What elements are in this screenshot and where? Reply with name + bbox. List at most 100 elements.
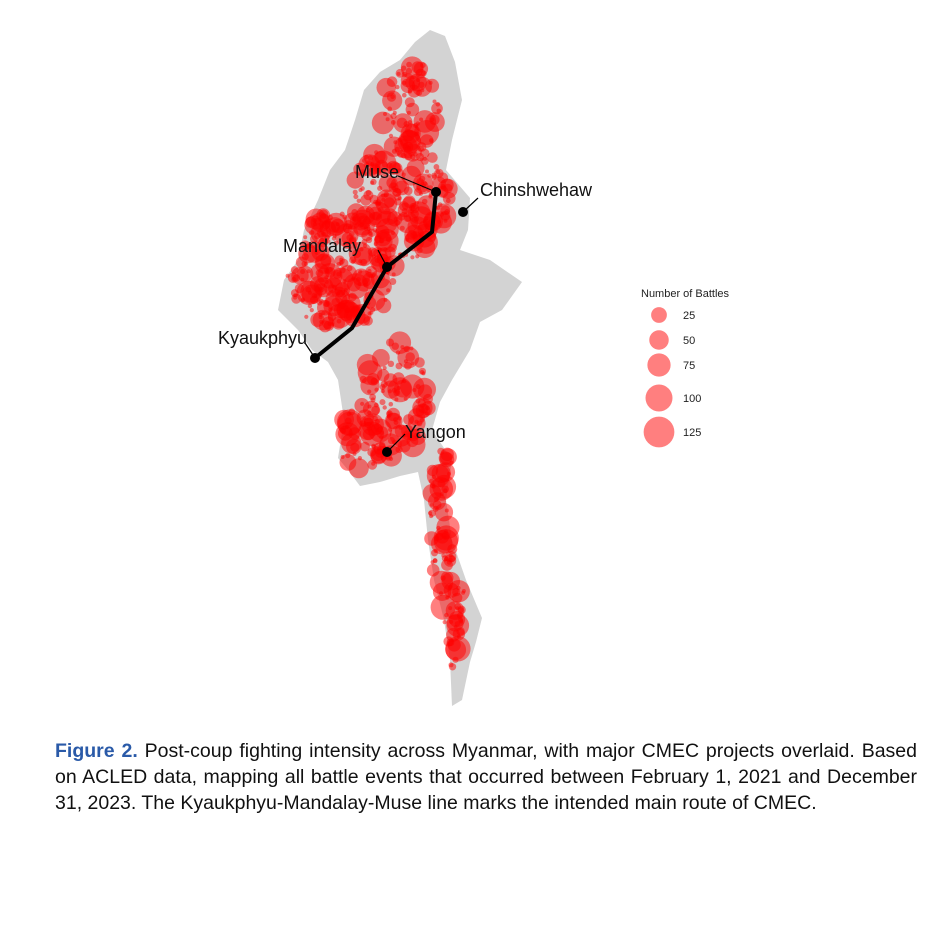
city-dots xyxy=(310,187,468,457)
battle-bubble xyxy=(307,303,313,309)
battle-bubble xyxy=(454,603,462,610)
battle-bubble xyxy=(410,255,415,260)
battle-bubble xyxy=(440,575,446,581)
battle-bubble xyxy=(353,194,359,200)
battle-bubble xyxy=(379,384,386,390)
battle-bubble xyxy=(437,447,445,455)
battle-bubble xyxy=(325,266,333,275)
battle-bubble xyxy=(293,293,298,298)
city-label: Kyaukphyu xyxy=(218,328,307,348)
battle-bubble xyxy=(372,349,390,367)
battle-bubble xyxy=(371,444,377,450)
battle-bubble xyxy=(387,437,396,445)
battle-bubble xyxy=(290,266,299,274)
battle-bubble xyxy=(321,310,326,315)
battle-bubble xyxy=(377,206,384,213)
leader xyxy=(397,175,437,193)
battle-bubble xyxy=(402,378,407,384)
battle-bubble xyxy=(383,193,388,198)
battle-bubble xyxy=(303,235,308,240)
battle-bubble xyxy=(441,553,446,558)
battle-bubble xyxy=(431,484,436,489)
battle-bubble xyxy=(309,308,314,313)
battle-bubble xyxy=(366,373,380,386)
battle-bubble xyxy=(341,232,354,245)
battle-bubble xyxy=(448,555,456,563)
battle-bubble xyxy=(354,398,370,413)
battle-bubble xyxy=(379,399,386,406)
legend-swatch xyxy=(647,353,671,377)
battle-bubble xyxy=(344,308,349,314)
battle-bubble xyxy=(370,180,375,185)
battle-bubble xyxy=(365,189,372,196)
battle-bubble xyxy=(445,636,471,662)
battle-bubble xyxy=(373,423,380,430)
battle-bubble xyxy=(418,191,423,196)
city-label: Muse xyxy=(355,162,399,182)
city-dot xyxy=(431,187,441,197)
battle-bubble xyxy=(378,237,385,244)
battle-bubble xyxy=(382,366,387,370)
battle-bubble xyxy=(427,152,438,163)
battle-bubble xyxy=(404,224,424,245)
battle-bubble xyxy=(366,236,373,244)
battle-bubble xyxy=(432,558,438,563)
battle-bubble xyxy=(420,148,430,158)
battle-bubble xyxy=(372,211,382,221)
battle-bubble xyxy=(452,588,461,597)
battle-bubble xyxy=(403,345,410,353)
battle-bubble xyxy=(306,244,311,249)
battle-bubble xyxy=(415,68,426,79)
battle-bubble xyxy=(362,243,368,248)
battle-bubble xyxy=(359,223,364,228)
battle-bubble xyxy=(375,199,382,206)
battle-bubble xyxy=(363,417,374,429)
battle-bubble xyxy=(339,267,346,274)
battle-bubble xyxy=(304,314,309,319)
battle-bubble xyxy=(382,90,403,111)
battle-bubble xyxy=(428,194,433,199)
battle-bubble xyxy=(310,212,331,232)
battle-bubble xyxy=(409,346,414,351)
city-dot xyxy=(310,353,320,363)
battle-bubble xyxy=(348,292,357,302)
battle-bubble xyxy=(394,397,399,402)
battle-bubble xyxy=(371,111,395,135)
legend-swatch xyxy=(651,307,667,323)
battle-bubble xyxy=(394,193,402,201)
battle-bubble xyxy=(336,262,342,267)
battle-bubble xyxy=(380,389,385,394)
battle-bubble xyxy=(425,169,429,174)
battle-bubble xyxy=(395,350,401,355)
battle-bubble xyxy=(399,201,409,212)
battle-bubble xyxy=(407,84,421,98)
battle-bubble xyxy=(391,148,397,154)
legend: 25 50 75 100 125 xyxy=(643,307,701,448)
battle-bubble xyxy=(346,171,364,189)
battle-bubble xyxy=(352,189,358,195)
legend-title: Number of Battles xyxy=(641,288,730,300)
battle-bubble xyxy=(319,238,324,243)
battle-bubble xyxy=(395,84,400,90)
battle-bubble xyxy=(404,361,412,370)
battle-bubble xyxy=(318,231,325,238)
battle-bubble xyxy=(436,108,442,114)
battle-bubble xyxy=(425,228,429,233)
caption-text: Post-coup fighting intensity across Myan… xyxy=(55,740,917,814)
battle-bubble xyxy=(318,298,324,304)
battle-bubble xyxy=(304,262,308,267)
battle-bubble xyxy=(405,352,416,362)
battle-bubble xyxy=(448,662,454,668)
legend-swatch xyxy=(643,416,675,448)
city-dot xyxy=(382,262,392,272)
battle-bubble xyxy=(329,322,334,327)
caption: Figure 2. Post-coup fighting intensity a… xyxy=(55,738,917,816)
battle-bubble xyxy=(440,571,454,584)
battle-bubble xyxy=(300,298,305,303)
battle-bubble xyxy=(347,203,366,222)
battle-bubble xyxy=(374,229,379,234)
battle-bubble xyxy=(360,194,372,206)
battle-bubble xyxy=(430,117,435,122)
battle-bubble xyxy=(301,284,322,305)
